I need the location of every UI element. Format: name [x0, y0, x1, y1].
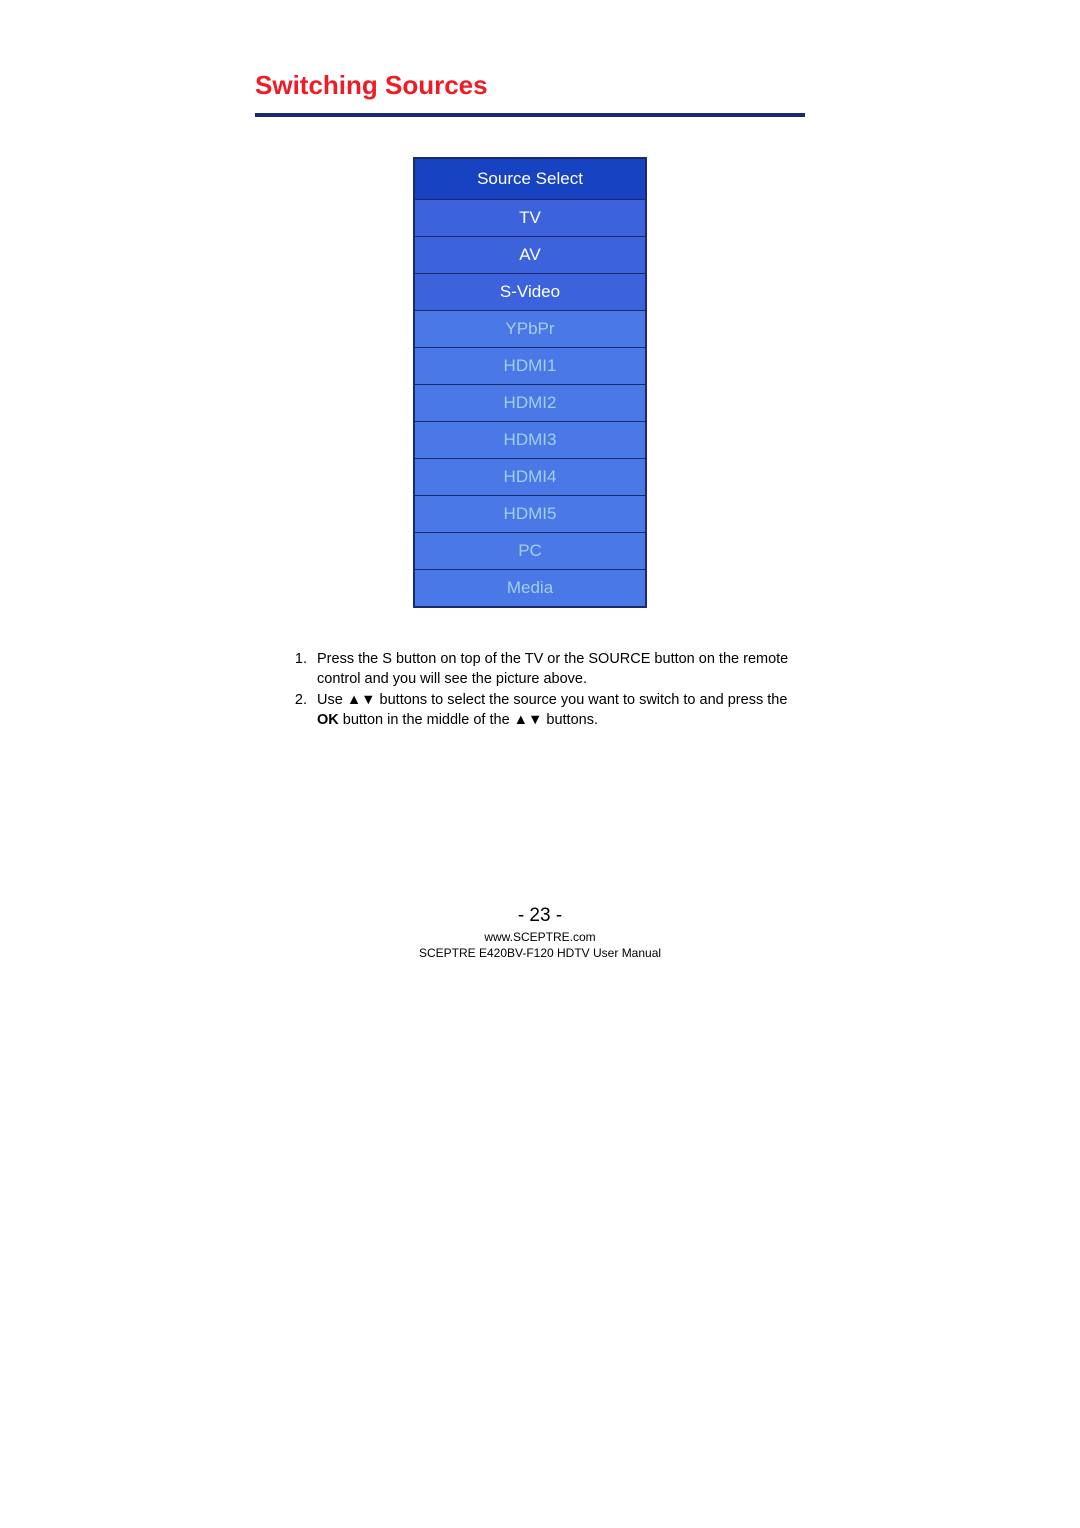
- instruction-step-2: Use ▲▼ buttons to select the source you …: [311, 691, 795, 730]
- source-option-media: Media: [415, 570, 645, 606]
- manual-page: Switching Sources Source Select TVAVS-Vi…: [0, 0, 1080, 1528]
- section-heading: Switching Sources: [255, 70, 805, 101]
- content-area: Switching Sources Source Select TVAVS-Vi…: [255, 70, 805, 732]
- source-option-tv: TV: [415, 200, 645, 237]
- step2-text-b: button in the middle of the ▲▼ buttons.: [339, 712, 598, 728]
- source-option-hdmi1: HDMI1: [415, 348, 645, 385]
- source-option-hdmi2: HDMI2: [415, 385, 645, 422]
- source-option-pc: PC: [415, 533, 645, 570]
- heading-divider: [255, 113, 805, 117]
- instructions: Press the S button on top of the TV or t…: [283, 650, 795, 730]
- source-menu-title: Source Select: [415, 159, 645, 200]
- footer-manual-name: SCEPTRE E420BV-F120 HDTV User Manual: [0, 945, 1080, 961]
- source-option-hdmi3: HDMI3: [415, 422, 645, 459]
- page-number: - 23 -: [0, 905, 1080, 927]
- footer-url: www.SCEPTRE.com: [0, 929, 1080, 945]
- source-option-hdmi5: HDMI5: [415, 496, 645, 533]
- page-footer: - 23 - www.SCEPTRE.com SCEPTRE E420BV-F1…: [0, 905, 1080, 961]
- source-select-menu: Source Select TVAVS-VideoYPbPrHDMI1HDMI2…: [413, 157, 647, 608]
- step2-text-a: Use ▲▼ buttons to select the source you …: [317, 692, 787, 708]
- step2-ok-bold: OK: [317, 712, 339, 728]
- source-option-av: AV: [415, 237, 645, 274]
- instruction-step-1: Press the S button on top of the TV or t…: [311, 650, 795, 689]
- source-option-s-video: S-Video: [415, 274, 645, 311]
- source-option-ypbpr: YPbPr: [415, 311, 645, 348]
- source-option-hdmi4: HDMI4: [415, 459, 645, 496]
- source-menu-wrap: Source Select TVAVS-VideoYPbPrHDMI1HDMI2…: [255, 157, 805, 608]
